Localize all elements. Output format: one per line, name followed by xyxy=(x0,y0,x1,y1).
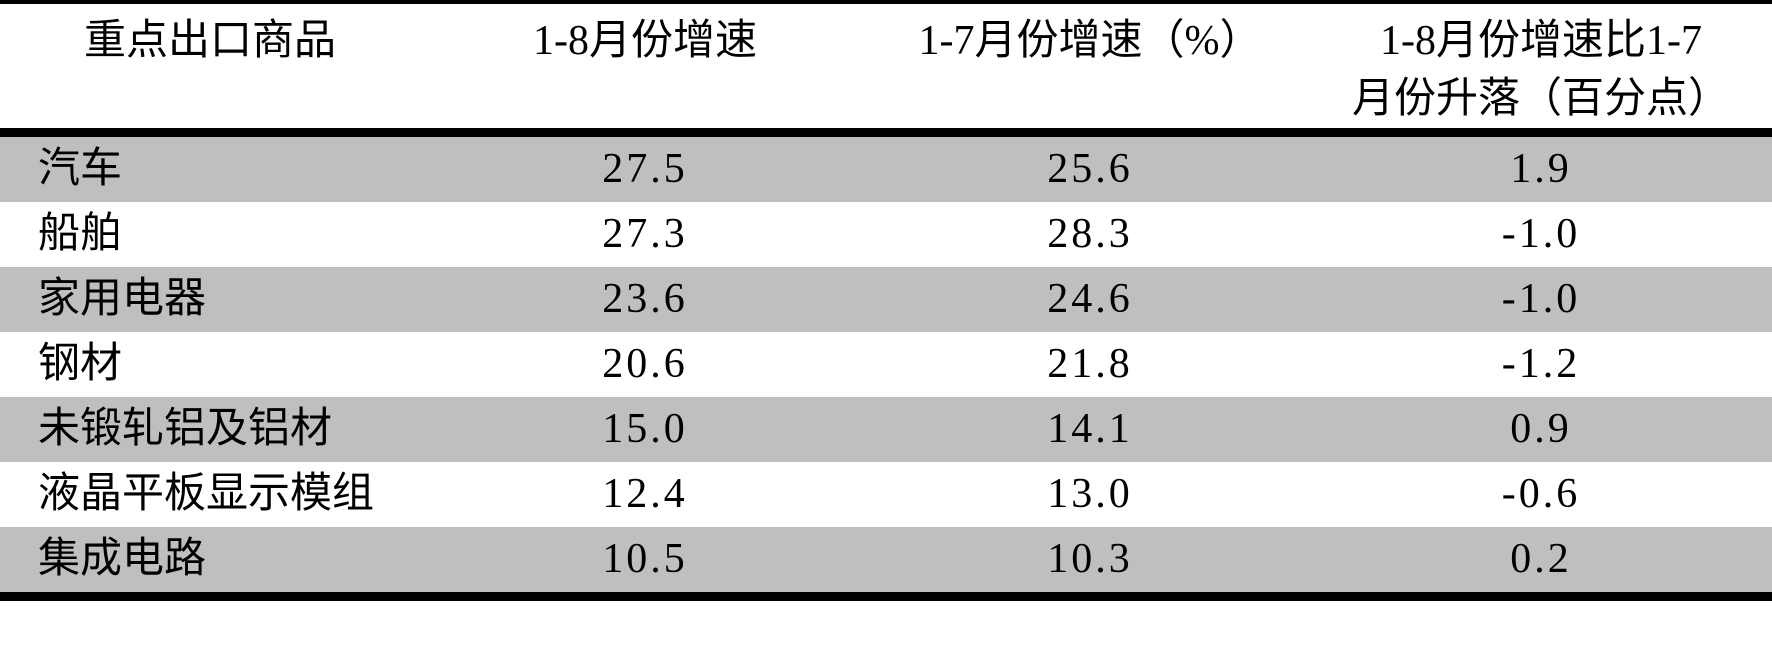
table-row: 集成电路 10.5 10.3 0.2 xyxy=(0,527,1772,592)
commodity-name: 未锻轧铝及铝材 xyxy=(38,406,333,452)
growth-1-8-value: 20.6 xyxy=(602,341,688,387)
growth-1-8-value: 12.4 xyxy=(602,471,688,517)
growth-1-8-value: 27.5 xyxy=(602,146,688,192)
growth-diff-value: -1.0 xyxy=(1501,211,1581,257)
growth-diff-value: 0.9 xyxy=(1510,406,1572,452)
growth-diff-value: -1.0 xyxy=(1501,276,1581,322)
header-commodity-label: 重点出口商品 xyxy=(83,18,336,64)
header-growth-diff-line2: 月份升落（百分点） xyxy=(1351,76,1730,122)
growth-1-7-value: 21.8 xyxy=(1047,341,1133,387)
export-commodities-table: 重点出口商品 1-8月份增速 1-7月份增速（%） 1-8月份增速比1-7 月份… xyxy=(0,0,1772,601)
table-row: 未锻轧铝及铝材 15.0 14.1 0.9 xyxy=(0,397,1772,462)
commodity-name: 液晶平板显示模组 xyxy=(38,471,375,517)
commodity-name: 钢材 xyxy=(38,341,123,387)
header-growth-diff-line1: 1-8月份增速比1-7 xyxy=(1380,18,1702,64)
header-growth-1-7: 1-7月份增速（%） xyxy=(870,4,1310,128)
commodity-name: 集成电路 xyxy=(38,536,207,582)
table-row: 汽车 27.5 25.6 1.9 xyxy=(0,137,1772,202)
growth-diff-value: -0.6 xyxy=(1501,471,1581,517)
header-growth-1-7-label: 1-7月份增速（%） xyxy=(918,18,1262,64)
header-growth-1-8-label: 1-8月份增速 xyxy=(533,18,757,64)
header-growth-1-8: 1-8月份增速 xyxy=(420,4,870,128)
table-bottom-border xyxy=(0,592,1772,601)
growth-1-7-value: 25.6 xyxy=(1047,146,1133,192)
commodity-name: 船舶 xyxy=(38,211,123,257)
table-header-row: 重点出口商品 1-8月份增速 1-7月份增速（%） 1-8月份增速比1-7 月份… xyxy=(0,4,1772,128)
growth-1-7-value: 13.0 xyxy=(1047,471,1133,517)
table-row: 液晶平板显示模组 12.4 13.0 -0.6 xyxy=(0,462,1772,527)
growth-diff-value: 0.2 xyxy=(1510,536,1572,582)
header-growth-diff: 1-8月份增速比1-7 月份升落（百分点） xyxy=(1310,4,1772,128)
table-body: 汽车 27.5 25.6 1.9 船舶 27.3 28.3 -1.0 家用电器 … xyxy=(0,137,1772,592)
growth-1-8-value: 27.3 xyxy=(602,211,688,257)
table-top-border xyxy=(0,0,1772,4)
table-header-divider xyxy=(0,128,1772,137)
commodity-name: 家用电器 xyxy=(38,276,207,322)
commodity-name: 汽车 xyxy=(38,146,123,192)
growth-diff-value: 1.9 xyxy=(1510,146,1572,192)
growth-1-7-value: 24.6 xyxy=(1047,276,1133,322)
growth-diff-value: -1.2 xyxy=(1501,341,1581,387)
growth-1-7-value: 14.1 xyxy=(1047,406,1133,452)
growth-1-8-value: 10.5 xyxy=(602,536,688,582)
table-row: 家用电器 23.6 24.6 -1.0 xyxy=(0,267,1772,332)
growth-1-7-value: 10.3 xyxy=(1047,536,1133,582)
table-row: 船舶 27.3 28.3 -1.0 xyxy=(0,202,1772,267)
header-commodity: 重点出口商品 xyxy=(0,4,420,128)
table-row: 钢材 20.6 21.8 -1.2 xyxy=(0,332,1772,397)
growth-1-8-value: 23.6 xyxy=(602,276,688,322)
growth-1-7-value: 28.3 xyxy=(1047,211,1133,257)
growth-1-8-value: 15.0 xyxy=(602,406,688,452)
